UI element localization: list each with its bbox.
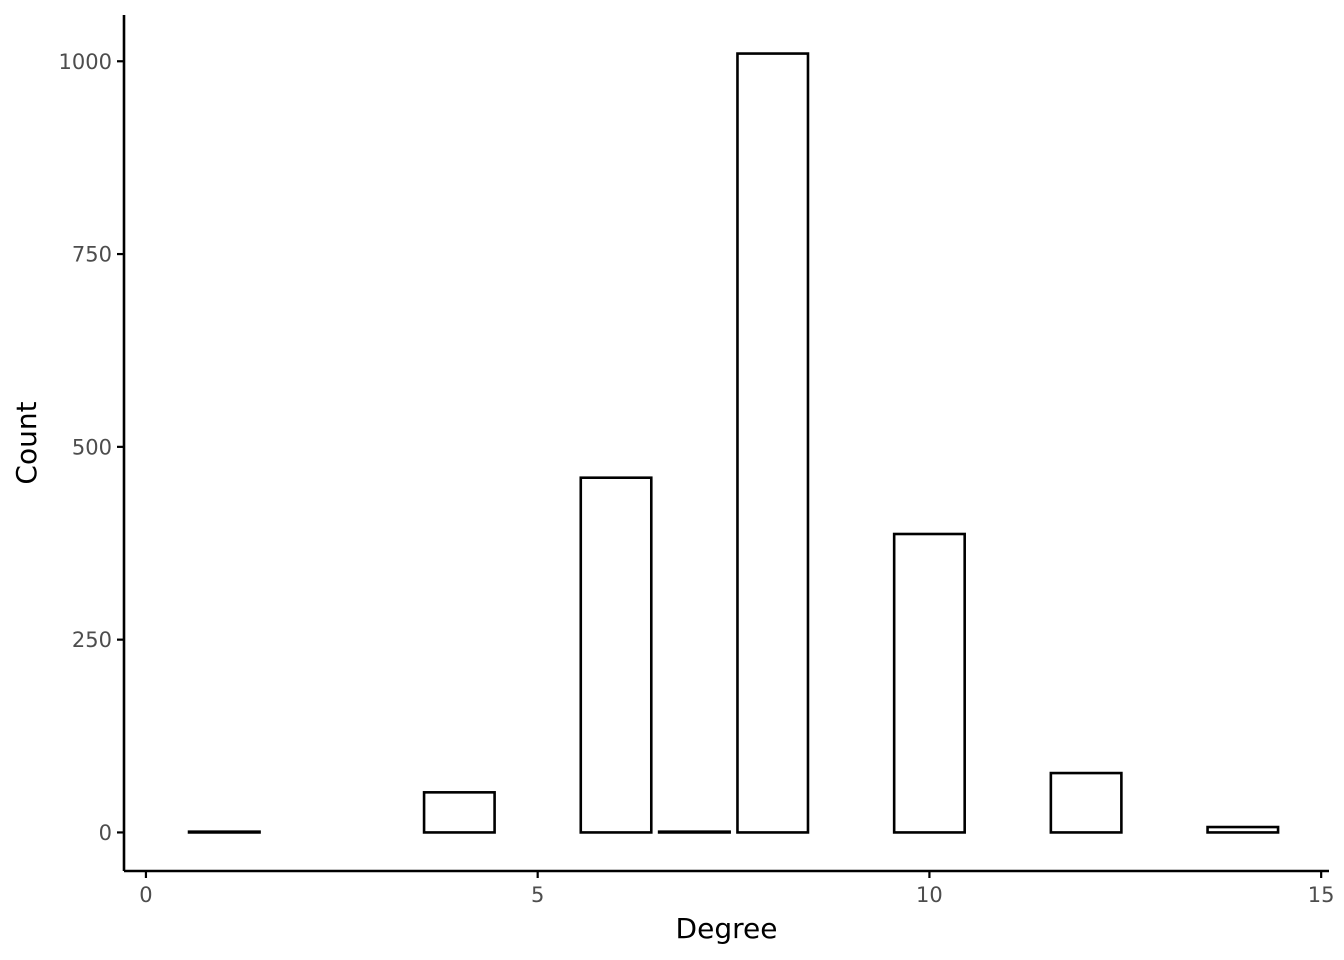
- bar-degree-6: [579, 476, 653, 834]
- x-axis-title: Degree: [676, 912, 778, 945]
- x-tick-label: 5: [531, 883, 544, 907]
- y-tick-label: 1000: [59, 50, 112, 74]
- y-tick-label: 500: [72, 435, 112, 459]
- y-ticks-group: 0 250 500 750 1000: [59, 50, 124, 845]
- bar-degree-7: [657, 830, 731, 834]
- x-tick-label: 0: [139, 883, 152, 907]
- bar-degree-12: [1049, 771, 1123, 834]
- y-tick-label: 250: [72, 628, 112, 652]
- y-tick-label: 0: [99, 821, 112, 845]
- bar-degree-10: [892, 532, 966, 834]
- bars-group: [187, 52, 1280, 834]
- x-tick-label: 10: [916, 883, 943, 907]
- y-axis-title: Count: [10, 401, 43, 484]
- y-tick-label: 750: [72, 243, 112, 267]
- bar-degree-4: [422, 791, 496, 834]
- bar-degree-14: [1206, 825, 1280, 834]
- bar-degree-1: [187, 830, 261, 834]
- x-tick-label: 15: [1308, 883, 1335, 907]
- bar-degree-8: [736, 52, 810, 834]
- axes-group: [122, 15, 1329, 873]
- x-ticks-group: 0 5 10 15: [139, 871, 1335, 907]
